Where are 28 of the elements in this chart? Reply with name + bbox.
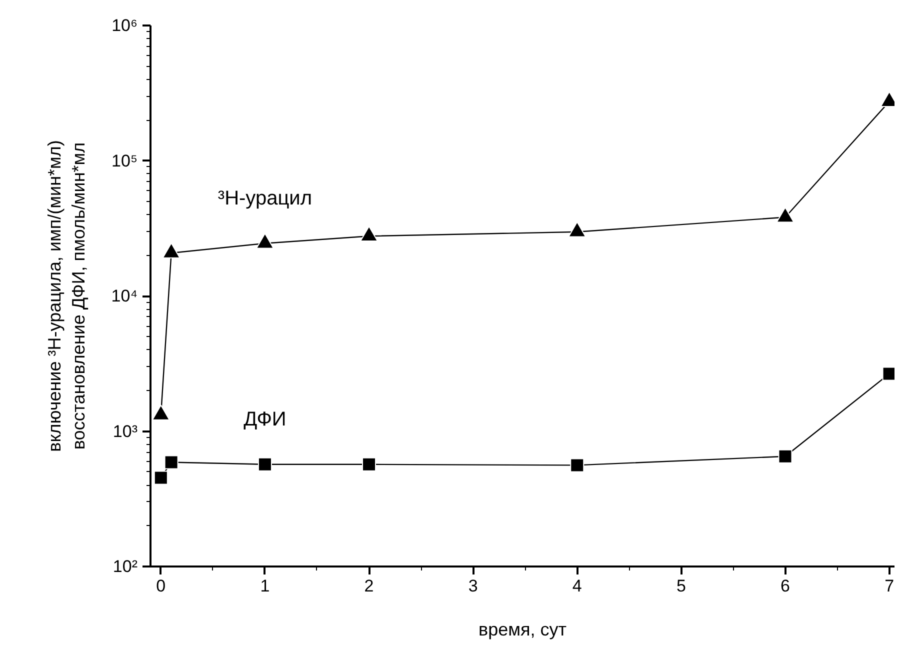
- point: [568, 222, 586, 238]
- point: [162, 242, 180, 258]
- point: [154, 470, 168, 485]
- x-tick-label: 2: [364, 576, 374, 596]
- point: [570, 458, 584, 472]
- y-axis-title: включение ³H-урацила, имп/(мин*мл) восстановление ДФИ, пмоль/мин*мл: [44, 140, 88, 452]
- x-tick-label: 7: [884, 576, 894, 596]
- series-label: ДФИ: [244, 408, 286, 430]
- y-tick-label: 10³: [112, 422, 138, 441]
- x-tick-label: 1: [260, 576, 270, 596]
- point: [258, 457, 272, 472]
- point: [776, 206, 794, 223]
- x-tick-label: 3: [468, 576, 478, 596]
- x-tick-label: 0: [156, 576, 166, 596]
- x-tick-label: 4: [572, 576, 582, 596]
- point: [256, 233, 274, 249]
- point: [362, 457, 376, 472]
- point: [164, 455, 178, 470]
- y-tick-label: 10⁵: [112, 151, 138, 170]
- y-tick-label: 10²: [112, 557, 138, 576]
- point: [360, 226, 378, 242]
- x-tick-label: 6: [780, 576, 790, 596]
- series-label: ³H-урацил: [218, 187, 312, 210]
- point: [778, 449, 792, 464]
- x-axis-title: время, сут: [478, 620, 566, 640]
- x-tick-label: 5: [676, 576, 686, 596]
- y-tick-label: 10⁶: [112, 16, 138, 35]
- y-tick-label: 10⁴: [111, 286, 138, 306]
